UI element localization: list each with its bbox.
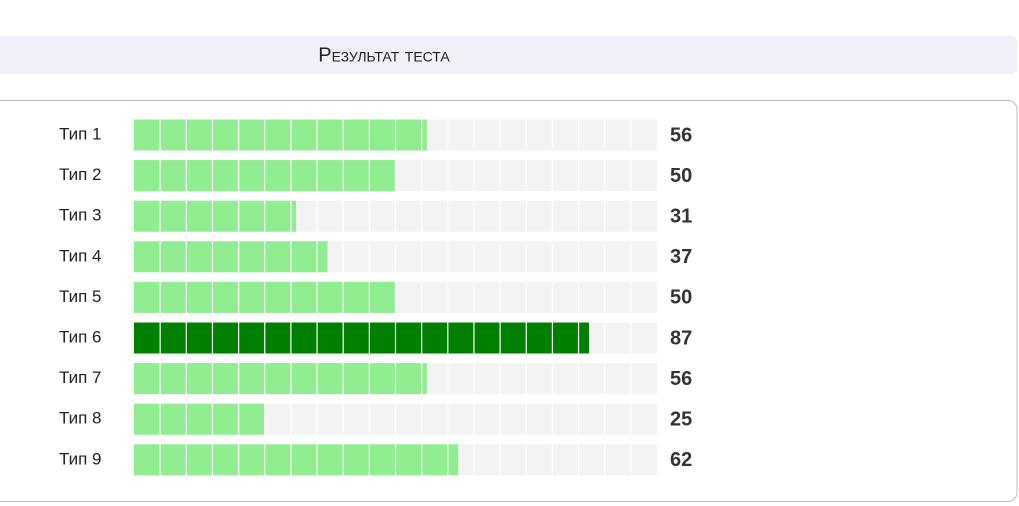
value-label: 31	[670, 205, 692, 227]
category-label: Тип 5	[59, 287, 102, 306]
value-label: 56	[670, 124, 692, 146]
bar	[134, 444, 459, 476]
bar	[134, 241, 328, 273]
value-label: 37	[670, 246, 692, 268]
category-label: Тип 4	[59, 246, 102, 265]
value-label: 87	[670, 327, 692, 349]
category-label: Тип 3	[59, 206, 102, 225]
category-label: Тип 1	[59, 124, 102, 143]
value-label: 62	[670, 449, 692, 471]
category-label: Тип 9	[59, 449, 102, 468]
bar	[134, 322, 590, 354]
bar	[134, 403, 265, 435]
category-label: Тип 6	[59, 327, 102, 346]
value-label: 50	[670, 165, 692, 187]
bar	[134, 119, 427, 151]
value-label: 25	[670, 408, 692, 430]
bar	[134, 363, 427, 395]
category-label: Тип 8	[59, 409, 102, 428]
category-label: Тип 2	[59, 165, 102, 184]
bar	[134, 200, 297, 232]
value-label: 50	[670, 287, 692, 309]
panel	[0, 100, 1018, 502]
title-bar	[0, 36, 1017, 74]
category-label: Тип 7	[59, 368, 102, 387]
value-label: 56	[670, 368, 692, 390]
chart-title: Результат теста	[318, 44, 450, 66]
